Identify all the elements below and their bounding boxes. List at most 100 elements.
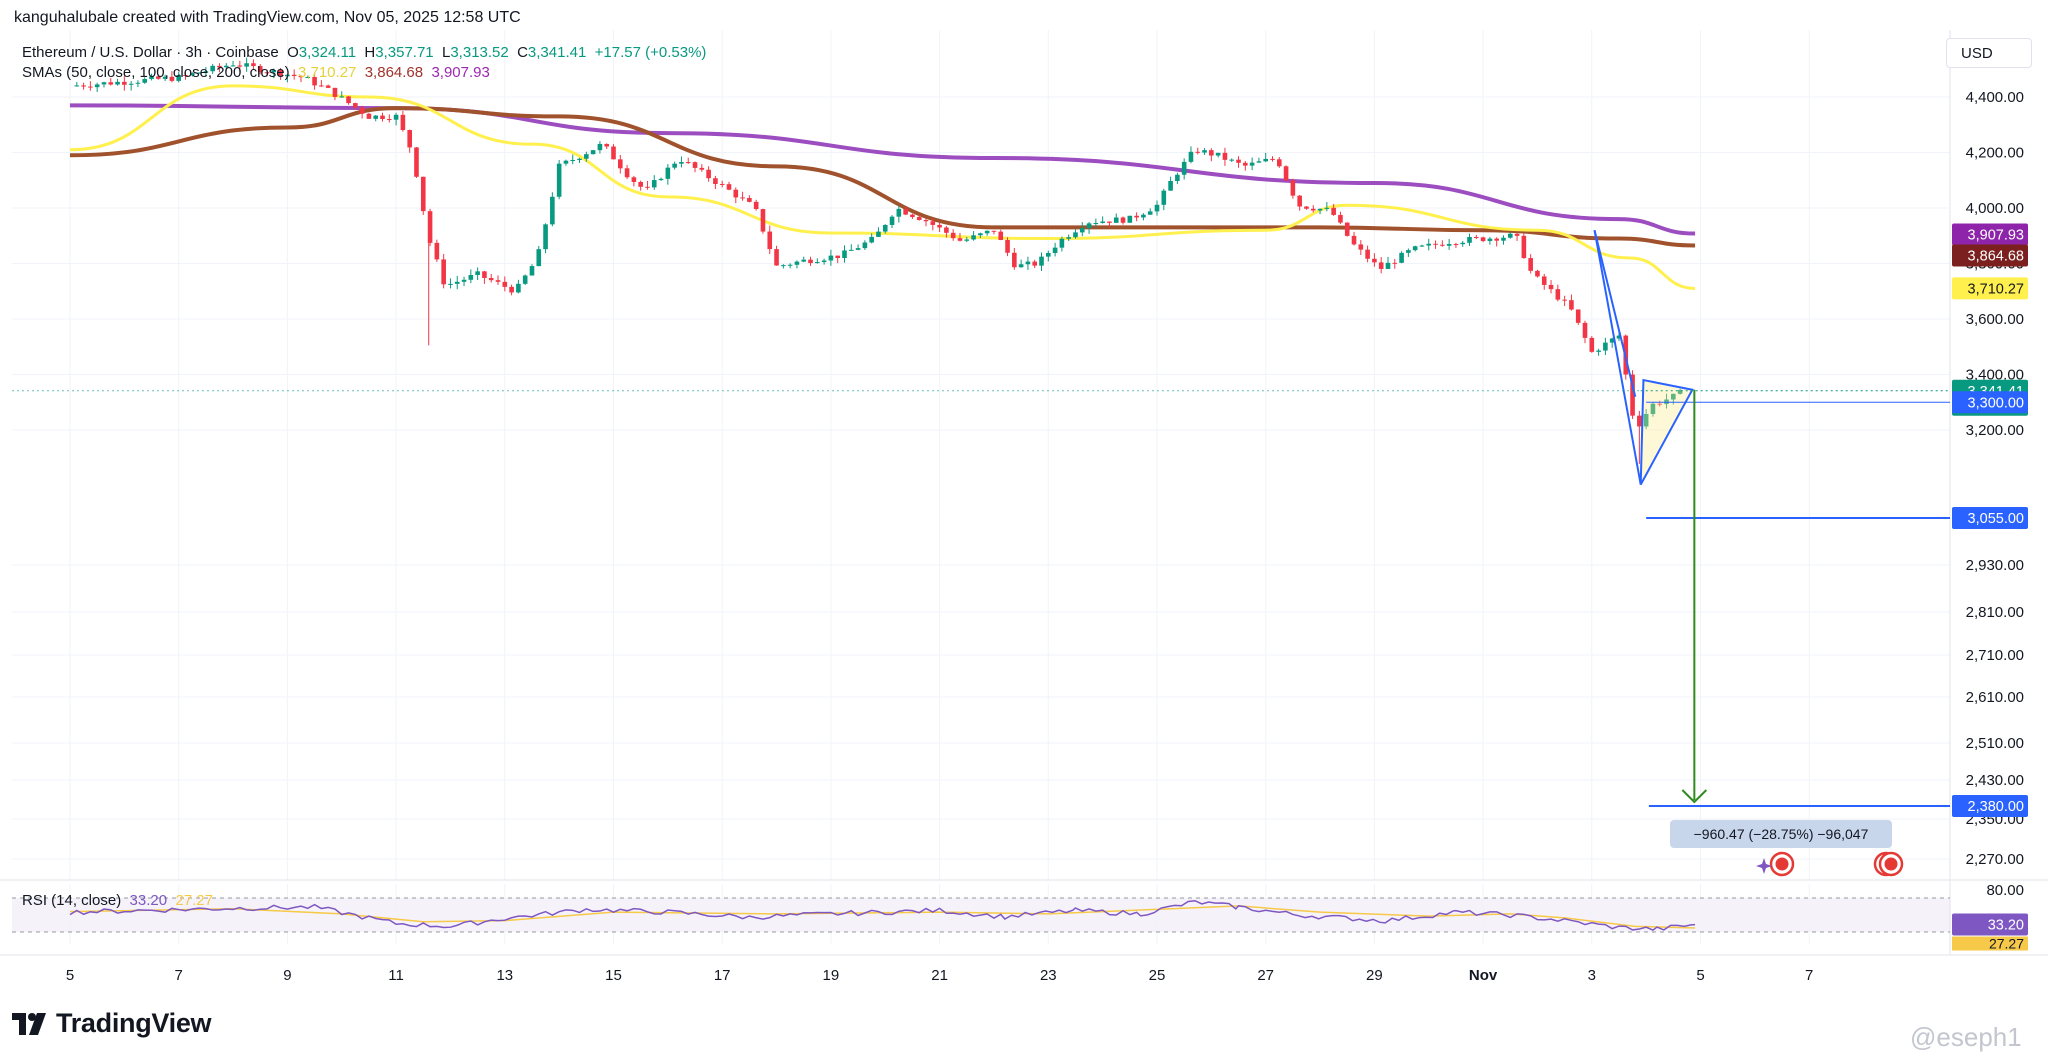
candle-up (889, 216, 895, 225)
price-tick-label: 2,810.00 (1966, 604, 2024, 621)
time-tick-label: 21 (931, 967, 948, 984)
candle-up (978, 233, 983, 236)
sma-label[interactable]: SMAs (50, close, 100, close, 200, close) (22, 64, 290, 81)
candle-up (1650, 403, 1656, 414)
candle-down (1637, 415, 1642, 427)
candle-down (332, 87, 338, 97)
candle-up (305, 77, 311, 79)
price-tick-label: 2,710.00 (1966, 647, 2024, 664)
candle-up (1412, 246, 1418, 251)
candle-down (1338, 214, 1343, 223)
candle-down (156, 76, 161, 79)
event-badge-dot (1884, 857, 1898, 871)
tradingview-logo[interactable]: TradingView (12, 1008, 212, 1039)
candle-down (910, 214, 915, 218)
candle-down (509, 286, 514, 293)
candle-up (271, 70, 277, 73)
candle-down (1521, 235, 1527, 259)
price-label-bg (1952, 795, 2028, 817)
candle-up (1079, 228, 1085, 233)
rsi-label-text: 33.20 (1988, 918, 2024, 934)
candle-down (903, 208, 908, 215)
time-tick-label: 15 (605, 967, 622, 984)
price-label-text: 3,055.00 (1968, 511, 2024, 527)
candle-up (285, 74, 290, 77)
candle-up (1249, 162, 1255, 166)
candle-up (203, 71, 209, 73)
candle-down (414, 147, 419, 177)
price-label-sma200: 3,907.93 (1952, 223, 2028, 246)
candle-up (984, 230, 990, 234)
candle-down (1555, 289, 1561, 300)
price-tick-label: 3,400.00 (1966, 367, 2024, 384)
candle-down (998, 231, 1004, 240)
symbol-name[interactable]: Ethereum / U.S. Dollar · 3h · Coinbase (22, 44, 279, 61)
candle-up (1460, 242, 1466, 245)
candle-up (672, 163, 677, 168)
measure-label: −960.47 (−28.75%) −96,047 (1694, 826, 1869, 842)
candle-up (1229, 159, 1235, 161)
price-label-sma50: 3,710.27 (1952, 277, 2028, 300)
candle-down (740, 197, 745, 199)
candle-down (685, 162, 691, 164)
candle-up (842, 250, 847, 258)
candle-up (1487, 238, 1493, 242)
time-axis[interactable]: 5 7 9 11 13 15 17 19 21 23 25 27 29 Nov 3 5 7 (66, 967, 1814, 984)
candle-down (1297, 195, 1302, 207)
candle-down (937, 224, 942, 228)
rsi-legend: RSI (14, close) 33.20 27.27 (22, 892, 213, 909)
candle-up (149, 76, 154, 80)
candle-down (169, 76, 175, 81)
candle-down (407, 130, 412, 148)
sma-legend: SMAs (50, close, 100, close, 200, close)… (22, 64, 490, 81)
candle-down (359, 107, 365, 114)
candle-down (604, 143, 610, 147)
candle-down (1120, 217, 1126, 223)
currency-selector[interactable]: USD (1946, 38, 2032, 68)
price-label-level: 3,055.00 (1952, 507, 2028, 529)
candle-up (896, 208, 902, 217)
candle-up (1616, 335, 1622, 339)
candle-down (291, 74, 297, 76)
price-label-bg (1952, 391, 2028, 414)
candle-down (747, 197, 752, 202)
candle-down (1365, 249, 1370, 259)
candle-up (1419, 245, 1425, 247)
price-tick-label: 2,270.00 (1966, 851, 2024, 868)
time-tick-label: 5 (1696, 967, 1704, 984)
candle-down (264, 72, 270, 74)
candle-up (971, 235, 976, 240)
time-tick-label: 7 (175, 967, 183, 984)
candle-down (760, 209, 766, 232)
candle-up (1181, 161, 1187, 175)
candle-down (183, 75, 188, 77)
candle-down (1562, 299, 1567, 301)
candle-up (1039, 256, 1044, 266)
candle-up (1467, 237, 1472, 243)
candle-up (1093, 222, 1099, 224)
symbol-legend: Ethereum / U.S. Dollar · 3h · Coinbase O… (22, 44, 706, 61)
rsi-label[interactable]: RSI (14, close) (22, 892, 122, 909)
price-tick-label: 2,430.00 (1966, 772, 2024, 789)
high-label: H (364, 44, 376, 61)
sma50-value: 3,710.27 (297, 64, 357, 81)
candle-up (529, 266, 535, 276)
price-tick-label: 3,600.00 (1966, 311, 2024, 328)
candle-up (876, 231, 881, 237)
time-tick-label: 25 (1149, 967, 1166, 984)
candle-down (1290, 180, 1296, 196)
candle-up (1507, 233, 1513, 238)
rsi-pane (69, 899, 1696, 932)
candle-down (420, 176, 426, 212)
rsi-value-label: 33.20 (1952, 913, 2028, 936)
price-tick-label: 2,510.00 (1966, 735, 2024, 752)
price-axis[interactable]: 4,400.004,200.004,000.003,800.003,600.00… (1966, 89, 2024, 899)
candle-down (1310, 208, 1316, 211)
candle-up (828, 255, 834, 261)
candle-down (400, 114, 406, 131)
candle-down (1222, 152, 1228, 160)
candle-down (706, 169, 711, 179)
candle-down (1344, 222, 1350, 236)
candle-down (923, 220, 929, 222)
